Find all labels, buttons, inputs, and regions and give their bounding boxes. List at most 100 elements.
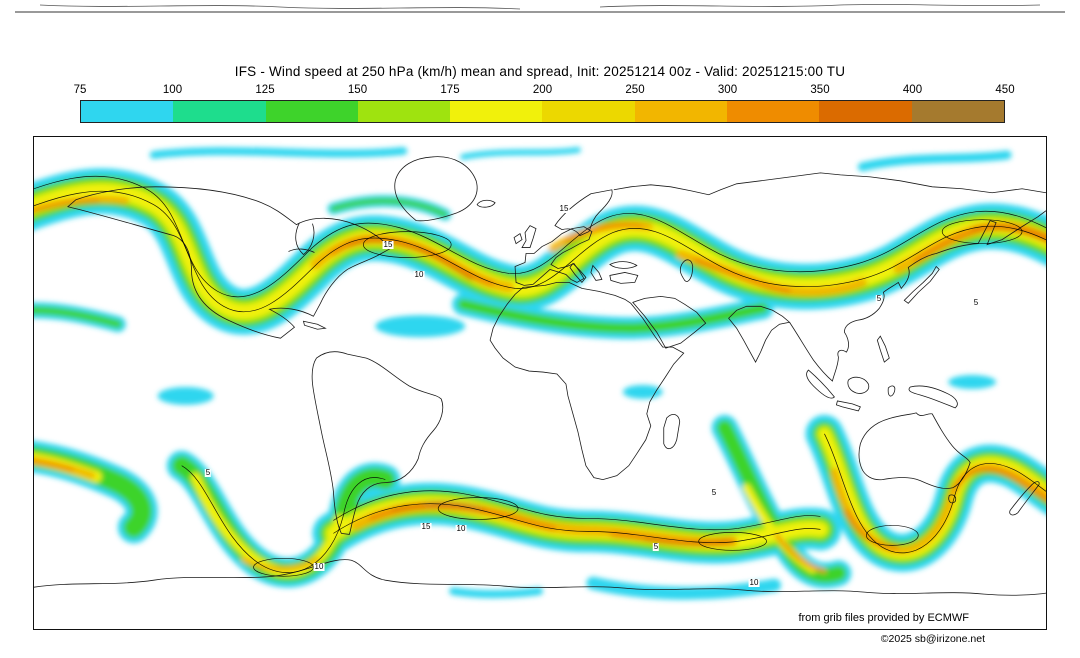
mean-isotach bbox=[333, 503, 821, 544]
contour-spread-label: 5 bbox=[204, 468, 212, 477]
jet-core bbox=[34, 198, 100, 212]
colorbar-tick-label: 350 bbox=[810, 84, 830, 96]
spread-contour bbox=[362, 231, 452, 258]
coast-japan bbox=[903, 265, 940, 304]
contour-spread-label: 10 bbox=[455, 524, 467, 533]
spread-contour bbox=[253, 557, 314, 577]
colorbar-tick-label: 200 bbox=[532, 84, 553, 96]
jet-core bbox=[774, 533, 827, 574]
colorbar-segment bbox=[911, 101, 1004, 122]
jet-band bbox=[460, 146, 581, 160]
jet-band bbox=[449, 587, 543, 599]
contour-spread-label: 10 bbox=[313, 562, 325, 571]
coast-india bbox=[728, 305, 791, 363]
spread-contour bbox=[698, 532, 767, 551]
jet-band bbox=[330, 198, 449, 218]
coast-asia-south-east bbox=[789, 210, 1046, 382]
coast-great-lakes bbox=[288, 248, 315, 253]
coast-north-america bbox=[67, 186, 391, 339]
colorbar-tick-label: 150 bbox=[347, 84, 368, 96]
coast-arabia bbox=[632, 295, 707, 349]
coast-philippines bbox=[876, 335, 890, 363]
world-map: 15 10 15 5 5 5 15 10 5 5 10 10 from grib files prov… bbox=[33, 136, 1047, 630]
coast-borneo bbox=[847, 376, 870, 394]
mean-isotach bbox=[333, 490, 821, 531]
colorbar-segment bbox=[265, 101, 358, 122]
coast-sulawesi bbox=[887, 385, 896, 397]
colorbar-segment bbox=[819, 101, 912, 122]
jet-band bbox=[457, 298, 769, 334]
coast-iceland bbox=[476, 199, 496, 208]
coast-greenland bbox=[394, 156, 478, 222]
colorbar-segment bbox=[542, 101, 635, 122]
coast-south-america bbox=[311, 351, 444, 535]
top-crop-strip bbox=[15, 4, 1065, 13]
coast-new-guinea bbox=[908, 385, 958, 409]
jet-core bbox=[951, 466, 1046, 502]
colorbar-labels: 75 100 125 150 175 200 250 300 350 400 450 bbox=[74, 84, 1015, 97]
colorbar-segment bbox=[727, 101, 820, 122]
colorbar-tick-label: 125 bbox=[255, 84, 275, 96]
contour-spread-label: 15 bbox=[382, 240, 394, 249]
coast-new-zealand bbox=[1009, 481, 1040, 516]
coast-scandinavia bbox=[554, 189, 613, 237]
jet-band bbox=[149, 146, 408, 159]
contour-spread-label: 10 bbox=[413, 270, 425, 279]
coast-sumatra bbox=[806, 369, 835, 399]
coast-madagascar bbox=[663, 413, 681, 450]
contour-spread-label: 5 bbox=[972, 298, 980, 307]
mean-isotach bbox=[34, 175, 1046, 298]
coast-italy bbox=[569, 262, 587, 284]
contour-spread-label: 10 bbox=[748, 578, 760, 587]
colorbar-segment bbox=[81, 101, 174, 122]
colorbar-segment bbox=[173, 101, 266, 122]
contour-lines-layer bbox=[34, 175, 1046, 577]
jet-core-max bbox=[424, 501, 481, 510]
contour-spread-label: 15 bbox=[558, 204, 570, 213]
wind-patch bbox=[948, 375, 997, 389]
coast-java bbox=[835, 400, 861, 412]
map-svg bbox=[34, 146, 1046, 600]
jet-core-max bbox=[970, 225, 1046, 242]
jet-core bbox=[843, 508, 899, 550]
colorbar-tick-label: 450 bbox=[995, 84, 1015, 96]
colorbar-segment bbox=[634, 101, 728, 122]
coast-europe bbox=[514, 226, 593, 286]
spread-contour bbox=[437, 497, 519, 520]
coast-britain bbox=[521, 225, 537, 248]
spread-contour bbox=[941, 219, 1023, 244]
colorbar-tick-label: 100 bbox=[162, 84, 183, 96]
colorbar bbox=[80, 100, 1005, 123]
contour-spread-label: 5 bbox=[875, 294, 883, 303]
jet-band bbox=[34, 306, 122, 329]
coast-africa bbox=[489, 282, 685, 481]
jet-core bbox=[694, 258, 792, 293]
jet-core-max bbox=[643, 537, 729, 546]
coast-antarctica bbox=[34, 559, 1046, 596]
jet-core bbox=[241, 556, 320, 572]
jet-band bbox=[34, 446, 153, 538]
jet-core-max bbox=[347, 238, 473, 281]
wind-patch bbox=[622, 384, 663, 399]
contour-spread-label: 5 bbox=[710, 488, 718, 497]
chart-title: IFS - Wind speed at 250 hPa (km/h) mean … bbox=[234, 64, 846, 79]
coast-caspian-sea bbox=[679, 259, 694, 282]
top-contour-fragment bbox=[39, 4, 521, 10]
coast-hudson-bay bbox=[295, 222, 315, 256]
jet-band bbox=[857, 150, 1012, 172]
contour-spread-label: 15 bbox=[420, 522, 432, 531]
colorbar-tick-label: 400 bbox=[902, 84, 923, 96]
coast-australia bbox=[858, 412, 971, 489]
jet-core bbox=[34, 459, 74, 472]
coast-cuba bbox=[302, 320, 327, 330]
coast-ireland bbox=[513, 232, 523, 245]
colorbar-tick-label: 250 bbox=[625, 84, 645, 96]
jet-band bbox=[586, 576, 782, 600]
top-contour-fragment bbox=[599, 4, 1041, 8]
jet-core bbox=[564, 223, 643, 243]
spread-contour bbox=[866, 525, 919, 546]
colorbar-tick-label: 75 bbox=[73, 84, 87, 96]
mean-isotach bbox=[181, 465, 386, 573]
copyright-credit: ©2025 sb@irizone.net bbox=[880, 633, 985, 645]
